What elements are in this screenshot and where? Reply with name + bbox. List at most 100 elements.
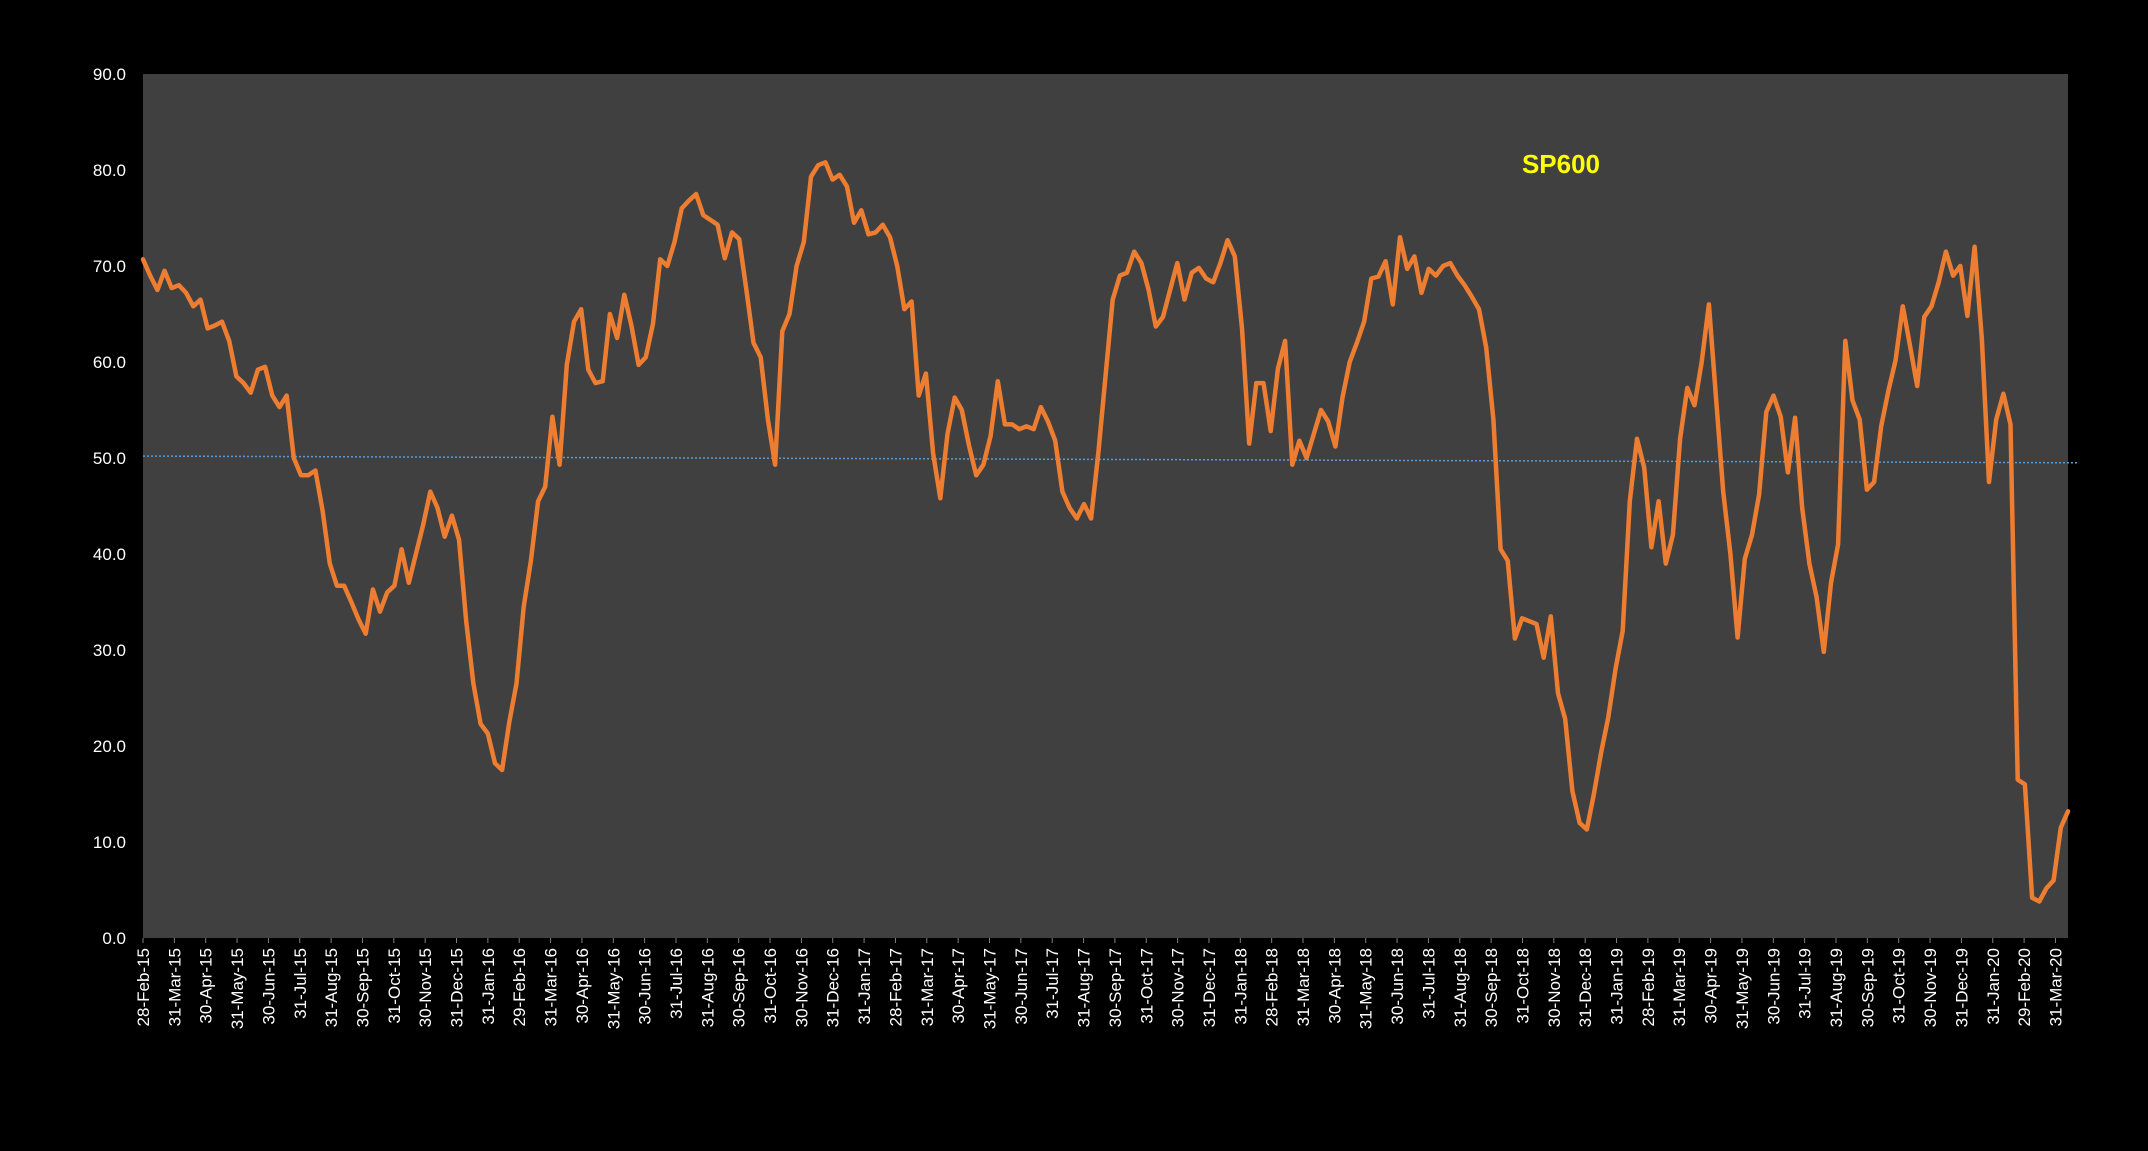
data-point xyxy=(1994,418,1998,422)
data-point xyxy=(242,381,246,385)
data-point xyxy=(1649,545,1653,549)
data-point xyxy=(766,418,770,422)
data-point xyxy=(1398,235,1402,239)
x-tick-label: 31-Jan-17 xyxy=(855,948,874,1025)
data-point xyxy=(1053,439,1057,443)
data-point xyxy=(1987,480,1991,484)
data-point xyxy=(924,372,928,375)
data-point xyxy=(313,469,317,472)
data-point xyxy=(2001,392,2005,396)
chart-title: SP600 xyxy=(1522,149,1600,179)
data-point xyxy=(1614,667,1617,671)
data-point xyxy=(1872,480,1876,484)
data-point xyxy=(831,178,835,182)
data-point xyxy=(141,257,145,261)
data-point xyxy=(1592,792,1596,796)
data-point xyxy=(1693,403,1696,407)
data-point xyxy=(1276,367,1280,371)
data-point xyxy=(1901,304,1905,308)
x-tick-label: 30-Apr-16 xyxy=(573,948,592,1024)
data-point xyxy=(1003,422,1007,426)
data-point xyxy=(1319,408,1323,412)
data-point xyxy=(1671,533,1675,537)
x-tick-label: 31-May-15 xyxy=(228,948,247,1029)
data-point xyxy=(1168,288,1172,292)
data-point xyxy=(594,381,597,385)
data-point xyxy=(529,559,533,563)
data-point xyxy=(1779,415,1783,419)
data-point xyxy=(464,619,468,623)
x-tick-label: 30-Jun-16 xyxy=(636,948,655,1025)
data-point xyxy=(601,379,605,383)
data-point xyxy=(285,394,289,398)
data-point xyxy=(1800,506,1804,510)
data-point xyxy=(1965,314,1969,318)
x-tick-label: 31-Jan-16 xyxy=(479,948,498,1025)
data-point xyxy=(1599,751,1603,755)
data-point xyxy=(1089,517,1093,520)
data-point xyxy=(658,257,662,261)
x-tick-label: 30-Apr-17 xyxy=(949,948,968,1024)
data-point xyxy=(249,391,253,395)
data-point xyxy=(1664,562,1668,566)
data-point xyxy=(1017,427,1021,431)
data-point xyxy=(1427,267,1431,271)
data-point xyxy=(1822,650,1826,654)
data-point xyxy=(917,394,921,398)
x-tick-label: 31-Aug-17 xyxy=(1075,948,1094,1027)
data-point xyxy=(1147,288,1151,292)
data-point xyxy=(1111,298,1115,302)
data-point xyxy=(809,175,813,179)
data-point xyxy=(1355,341,1359,345)
data-point xyxy=(407,581,411,585)
x-tick-label: 30-Apr-18 xyxy=(1325,948,1344,1024)
data-point xyxy=(1010,422,1014,426)
x-tick-label: 28-Feb-17 xyxy=(886,948,905,1026)
data-point xyxy=(981,463,985,467)
x-tick-label: 30-Jun-15 xyxy=(259,948,278,1025)
data-point xyxy=(608,312,612,316)
data-point xyxy=(708,218,712,222)
plot-area xyxy=(143,74,2068,938)
data-point xyxy=(256,368,260,372)
data-point xyxy=(1132,250,1136,254)
x-tick-label: 31-Dec-16 xyxy=(824,948,843,1027)
data-point xyxy=(1815,595,1819,599)
data-point xyxy=(1412,254,1416,258)
data-point xyxy=(1851,398,1854,402)
data-point xyxy=(378,610,382,614)
data-point xyxy=(2045,886,2048,890)
data-point xyxy=(651,322,655,326)
data-point xyxy=(1290,463,1294,467)
data-point xyxy=(1326,420,1330,423)
data-point xyxy=(1175,261,1179,265)
data-point xyxy=(1563,717,1567,721)
data-point xyxy=(1685,386,1689,390)
data-point xyxy=(1305,456,1309,460)
data-point xyxy=(550,415,554,419)
x-tick-label: 30-Sep-17 xyxy=(1106,948,1125,1027)
y-tick-label: 30.0 xyxy=(93,641,126,660)
data-point xyxy=(895,264,899,268)
y-axis: 0.0 10.0 20.0 30.0 40.0 50.0 60.0 70.0 80.0 90.0 xyxy=(93,65,126,948)
data-point xyxy=(1678,437,1682,441)
data-point xyxy=(1096,451,1100,455)
data-point xyxy=(938,496,942,500)
data-point xyxy=(838,173,842,177)
y-tick-label: 20.0 xyxy=(93,737,126,756)
x-tick-label: 31-Oct-15 xyxy=(385,948,404,1024)
x-tick-label: 31-Mar-15 xyxy=(165,948,184,1026)
data-point xyxy=(1570,789,1574,793)
x-tick-label: 31-Mar-18 xyxy=(1294,948,1313,1026)
x-tick-label: 31-Mar-16 xyxy=(542,948,561,1026)
data-point xyxy=(1836,542,1840,546)
data-point xyxy=(759,355,763,359)
data-point xyxy=(622,293,626,297)
x-axis: 28-Feb-15 31-Mar-15 30-Apr-15 31-May-15 30-J… xyxy=(134,938,2065,1029)
data-point xyxy=(191,304,195,308)
x-tick-label: 31-Jan-18 xyxy=(1231,948,1250,1025)
data-point xyxy=(1513,637,1517,640)
data-point xyxy=(227,339,231,343)
data-point xyxy=(888,235,892,239)
data-point xyxy=(665,264,669,268)
